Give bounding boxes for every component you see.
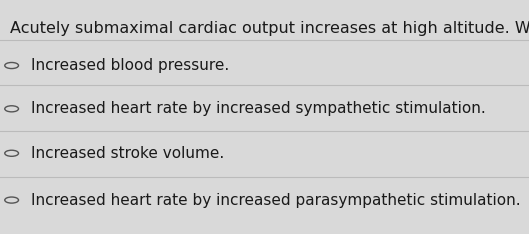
Text: Increased blood pressure.: Increased blood pressure. (31, 58, 229, 73)
Text: Increased heart rate by increased parasympathetic stimulation.: Increased heart rate by increased parasy… (31, 193, 521, 208)
Text: Increased heart rate by increased sympathetic stimulation.: Increased heart rate by increased sympat… (31, 101, 486, 116)
Text: Acutely submaximal cardiac output increases at high altitude. Why?: Acutely submaximal cardiac output increa… (10, 21, 529, 36)
Text: Increased stroke volume.: Increased stroke volume. (31, 146, 224, 161)
